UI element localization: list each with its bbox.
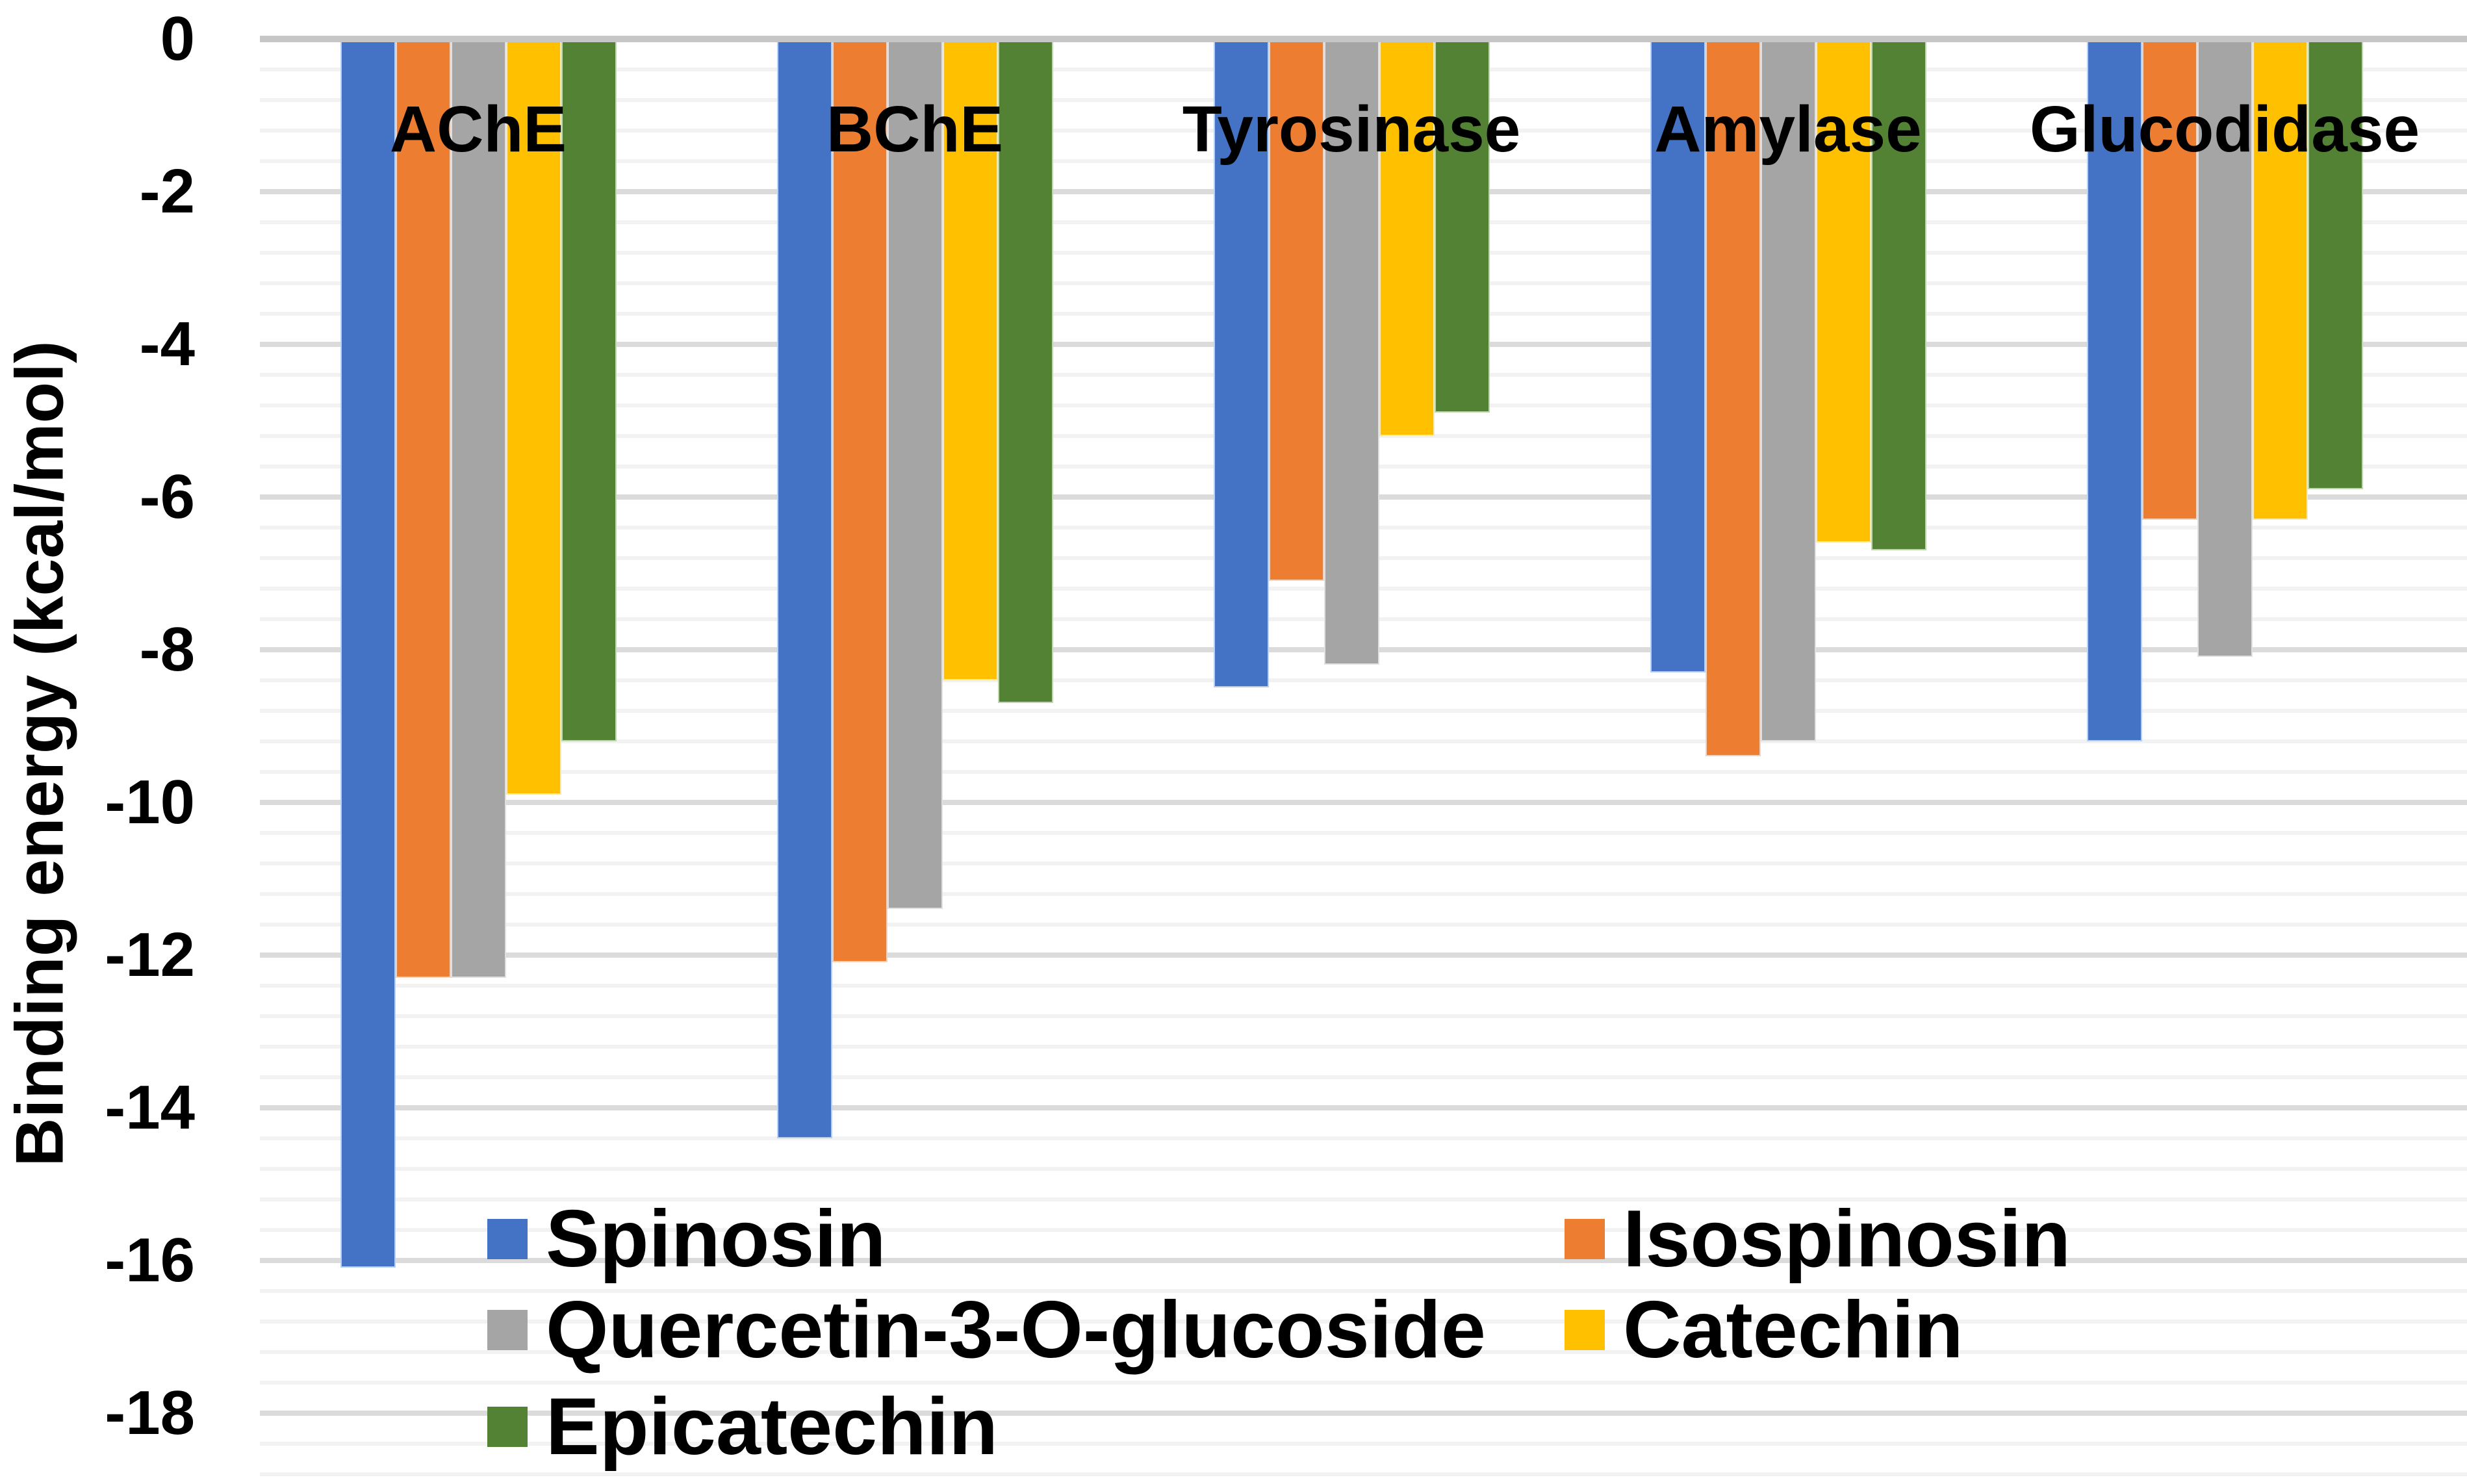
bar-epicatechin-glucodidase (2307, 38, 2363, 489)
y-tick-label-neg18: -18 (105, 1377, 195, 1448)
minor-gridline (260, 769, 2467, 774)
legend-item-epicatechin: Epicatechin (487, 1382, 998, 1472)
y-tick-label-neg10: -10 (105, 767, 195, 837)
bar-spinosin-amylase (1650, 38, 1706, 672)
minor-gridline (260, 708, 2467, 713)
minor-gridline (260, 1044, 2467, 1049)
legend-swatch-epicatechin (487, 1407, 528, 1447)
category-label-bche: BChE (826, 93, 1004, 166)
bar-spinosin-glucodidase (2086, 38, 2142, 741)
bar-quercetin-3-o-glucoside-tyrosinase (1323, 38, 1379, 665)
bar-spinosin-ache (340, 38, 396, 1268)
bar-spinosin-tyrosinase (1213, 38, 1269, 688)
major-gridline (260, 952, 2467, 958)
y-tick-label-neg16: -16 (105, 1225, 195, 1295)
bar-epicatechin-ache (561, 38, 617, 741)
major-gridline (260, 1257, 2467, 1263)
minor-gridline (260, 678, 2467, 682)
bar-catechin-ache (505, 38, 561, 795)
legend-label-quercetin-3-o-glucoside: Quercetin-3-O-glucoside (546, 1285, 1486, 1375)
minor-gridline (260, 1319, 2467, 1324)
bar-catechin-tyrosinase (1379, 38, 1435, 436)
minor-gridline (260, 983, 2467, 988)
legend-label-epicatechin: Epicatechin (546, 1382, 998, 1472)
minor-gridline (260, 1472, 2467, 1476)
minor-gridline (260, 1380, 2467, 1385)
bar-isospinosin-ache (395, 38, 451, 978)
bar-isospinosin-amylase (1705, 38, 1761, 756)
legend-swatch-catechin (1565, 1310, 1605, 1350)
bar-quercetin-3-o-glucoside-amylase (1760, 38, 1816, 741)
bar-quercetin-3-o-glucoside-ache (450, 38, 506, 978)
legend-item-catechin: Catechin (1565, 1285, 1963, 1375)
minor-gridline (260, 1014, 2467, 1018)
legend-item-spinosin: Spinosin (487, 1194, 886, 1284)
bar-epicatechin-bche (997, 38, 1053, 703)
minor-gridline (260, 1288, 2467, 1293)
minor-gridline (260, 861, 2467, 865)
legend-item-isospinosin: Isospinosin (1565, 1194, 2071, 1284)
legend-swatch-isospinosin (1565, 1219, 1605, 1259)
bar-catechin-glucodidase (2252, 38, 2308, 520)
minor-gridline (260, 891, 2467, 896)
minor-gridline (260, 1350, 2467, 1354)
legend-label-spinosin: Spinosin (546, 1194, 886, 1284)
y-tick-label-0: 0 (160, 3, 195, 73)
category-label-ache: AChE (389, 93, 567, 166)
minor-gridline (260, 1197, 2467, 1201)
y-tick-label-neg12: -12 (105, 919, 195, 990)
y-tick-label-neg2: -2 (139, 156, 195, 226)
minor-gridline (260, 1075, 2467, 1079)
bar-isospinosin-glucodidase (2141, 38, 2197, 520)
legend-swatch-spinosin (487, 1219, 528, 1259)
bar-catechin-bche (942, 38, 998, 680)
major-gridline (260, 1105, 2467, 1110)
legend-label-catechin: Catechin (1623, 1285, 1963, 1375)
minor-gridline (260, 1227, 2467, 1232)
bar-quercetin-3-o-glucoside-glucodidase (2197, 38, 2253, 658)
zero-axis-line (260, 35, 2467, 42)
y-tick-label-neg6: -6 (139, 461, 195, 531)
bar-isospinosin-bche (832, 38, 888, 963)
bar-spinosin-bche (776, 38, 832, 1138)
category-label-glucodidase: Glucodidase (2029, 93, 2420, 166)
legend-swatch-quercetin-3-o-glucoside (487, 1310, 528, 1350)
bar-quercetin-3-o-glucoside-bche (887, 38, 943, 909)
minor-gridline (260, 830, 2467, 835)
major-gridline (260, 1410, 2467, 1416)
plot-area (260, 35, 2467, 1484)
y-tick-label-neg8: -8 (139, 614, 195, 684)
legend-label-isospinosin: Isospinosin (1623, 1194, 2071, 1284)
category-label-tyrosinase: Tyrosinase (1182, 93, 1521, 166)
minor-gridline (260, 1166, 2467, 1171)
minor-gridline (260, 739, 2467, 743)
category-label-amylase: Amylase (1654, 93, 1922, 166)
bar-catechin-amylase (1815, 38, 1871, 543)
minor-gridline (260, 922, 2467, 927)
y-tick-label-neg4: -4 (139, 309, 195, 379)
minor-gridline (260, 1136, 2467, 1140)
y-tick-label-neg14: -14 (105, 1072, 195, 1142)
major-gridline (260, 799, 2467, 805)
minor-gridline (260, 1441, 2467, 1446)
bar-isospinosin-tyrosinase (1268, 38, 1324, 581)
bar-epicatechin-tyrosinase (1434, 38, 1490, 413)
legend-item-quercetin-3-o-glucoside: Quercetin-3-O-glucoside (487, 1285, 1486, 1375)
